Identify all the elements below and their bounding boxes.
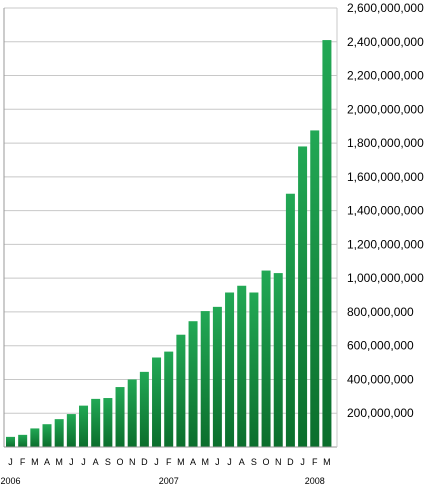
x-tick-label: J xyxy=(81,457,86,467)
x-tick-label: F xyxy=(312,457,318,467)
y-tick-label: 1,000,000,000 xyxy=(347,271,424,285)
x-tick-label: O xyxy=(263,457,270,467)
x-tick-label: N xyxy=(275,457,282,467)
bar xyxy=(273,273,283,447)
x-tick-label: S xyxy=(251,457,257,467)
bar xyxy=(139,371,149,447)
x-tick-label: A xyxy=(93,457,99,467)
x-tick-label: D xyxy=(141,457,148,467)
x-tick-label: D xyxy=(287,457,294,467)
bar xyxy=(200,311,210,447)
year-labels: 2006 2007 2008 xyxy=(0,476,324,486)
bar xyxy=(285,193,295,447)
bar xyxy=(237,285,247,447)
x-tick-label: A xyxy=(239,457,245,467)
bar xyxy=(42,424,52,447)
x-tick-label: N xyxy=(129,457,136,467)
y-tick-label: 1,600,000,000 xyxy=(347,170,424,184)
bar xyxy=(103,398,113,447)
year-label: 2007 xyxy=(159,476,179,486)
bar xyxy=(6,436,15,447)
bar xyxy=(225,292,235,447)
bar xyxy=(188,321,198,447)
x-tick-label: J xyxy=(300,457,305,467)
y-tick-label: 800,000,000 xyxy=(347,305,414,319)
bar xyxy=(91,398,101,447)
bar xyxy=(54,419,64,447)
x-tick-label: A xyxy=(44,457,50,467)
x-tick-label: S xyxy=(105,457,111,467)
bar xyxy=(127,379,137,447)
x-tick-label: J xyxy=(8,457,13,467)
bar xyxy=(310,130,320,448)
axes xyxy=(3,8,338,448)
x-tick-label: O xyxy=(117,457,124,467)
x-tick-label: M xyxy=(177,457,185,467)
bar xyxy=(30,428,40,447)
y-tick-label: 400,000,000 xyxy=(347,372,414,386)
grid-lines xyxy=(4,7,337,414)
bar xyxy=(212,306,222,447)
bar xyxy=(164,351,174,447)
bar xyxy=(18,434,28,447)
y-tick-label: 1,200,000,000 xyxy=(347,237,424,251)
bar xyxy=(152,357,162,447)
y-tick-labels: 200,000,000 400,000,000 600,000,000 800,000… xyxy=(347,1,424,420)
x-tick-label: J xyxy=(154,457,159,467)
y-tick-label: 200,000,000 xyxy=(347,406,414,420)
bar xyxy=(298,146,308,447)
x-tick-label: J xyxy=(69,457,74,467)
bar xyxy=(66,414,76,447)
x-tick-label: F xyxy=(166,457,172,467)
y-tick-label: 2,400,000,000 xyxy=(347,35,424,49)
y-tick-label: 2,600,000,000 xyxy=(347,1,424,15)
x-tick-label: A xyxy=(190,457,196,467)
y-tick-label: 2,200,000,000 xyxy=(347,69,424,83)
x-tick-label: J xyxy=(215,457,220,467)
bar xyxy=(249,292,259,447)
y-tick-label: 2,000,000,000 xyxy=(347,102,424,116)
x-tick-label: M xyxy=(31,457,39,467)
x-tick-label: F xyxy=(20,457,26,467)
year-label: 2008 xyxy=(305,476,325,486)
bars xyxy=(6,40,332,448)
bar xyxy=(261,270,271,447)
x-tick-label: M xyxy=(323,457,331,467)
bar xyxy=(176,334,186,447)
bar xyxy=(79,405,89,447)
y-tick-label: 1,800,000,000 xyxy=(347,136,424,150)
x-tick-label: M xyxy=(55,457,63,467)
bar xyxy=(322,40,332,447)
bar xyxy=(115,387,125,447)
y-tick-label: 600,000,000 xyxy=(347,339,414,353)
year-label: 2006 xyxy=(0,476,20,486)
y-tick-label: 1,400,000,000 xyxy=(347,204,424,218)
x-tick-label: J xyxy=(227,457,232,467)
x-tick-label: M xyxy=(201,457,209,467)
